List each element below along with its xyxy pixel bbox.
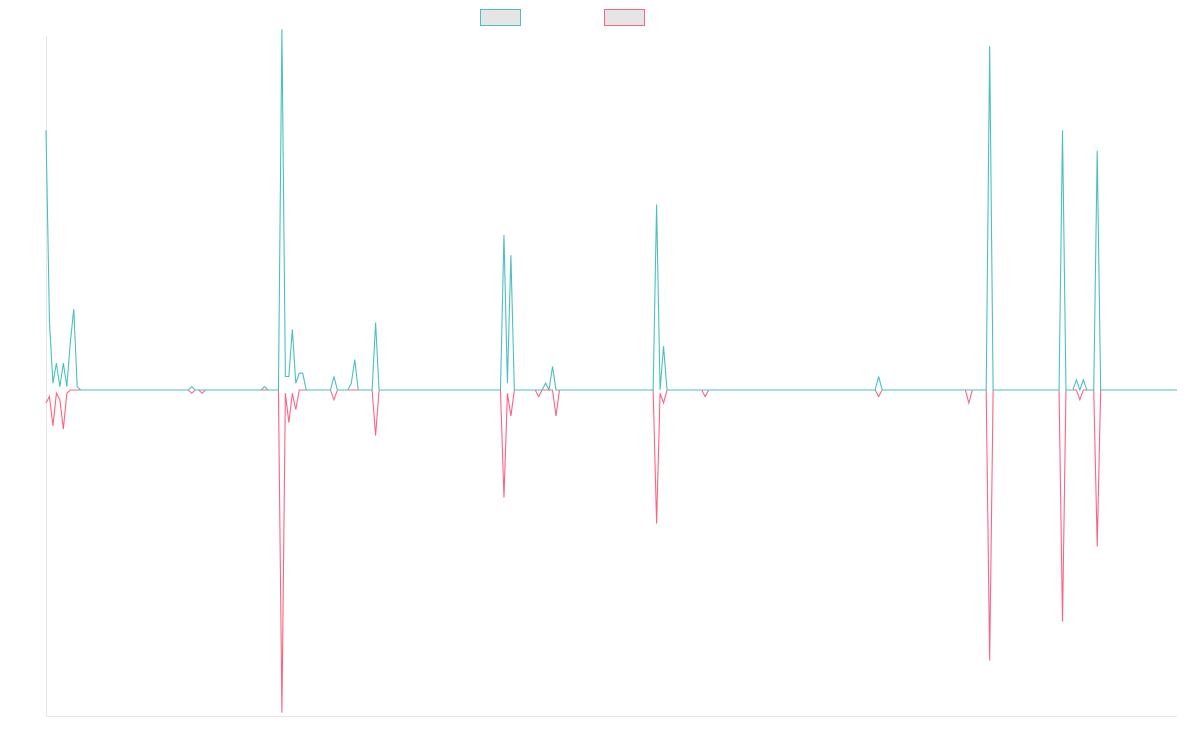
axes	[46, 36, 1177, 717]
legend[interactable]	[480, 9, 645, 26]
series-layer	[45, 29, 1177, 713]
legend-item-series-2[interactable]	[604, 9, 645, 26]
series-line-1	[45, 29, 1177, 392]
legend-item-series-1[interactable]	[480, 9, 521, 26]
series-line-2	[45, 389, 1177, 713]
legend-swatch-series-1[interactable]	[480, 9, 521, 26]
legend-swatch-series-2[interactable]	[604, 9, 645, 26]
